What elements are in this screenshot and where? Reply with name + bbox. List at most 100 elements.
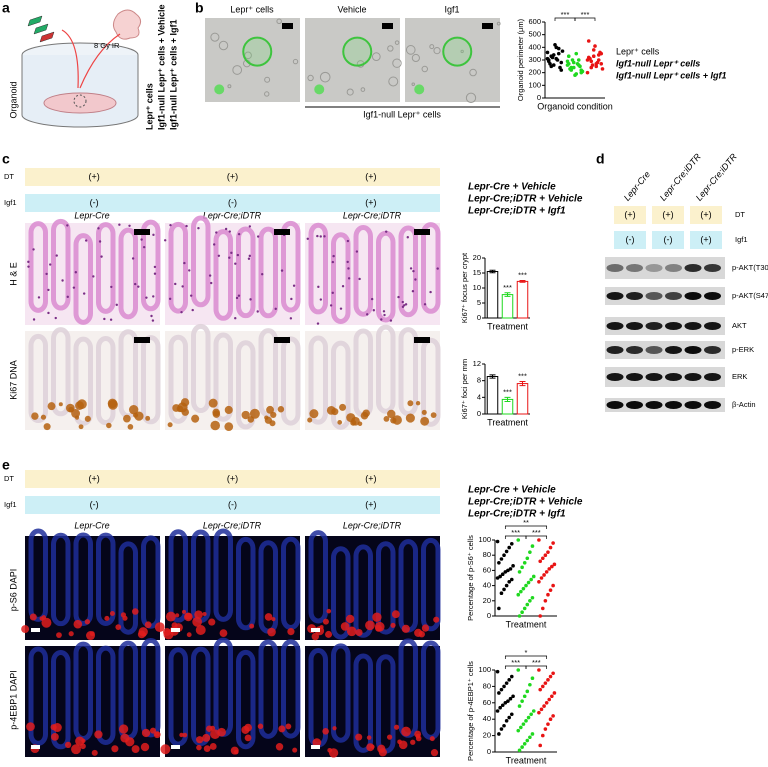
data-dot xyxy=(525,738,530,743)
data-dot xyxy=(537,710,541,715)
villus xyxy=(236,536,256,631)
nucleus xyxy=(341,285,345,288)
data-dot xyxy=(503,570,508,574)
stained-cell xyxy=(387,409,396,419)
nucleus xyxy=(332,254,335,258)
stained-cell xyxy=(405,413,415,423)
data-dot xyxy=(525,556,530,561)
data-dot xyxy=(554,56,559,61)
stained-cell xyxy=(181,609,187,614)
villus xyxy=(191,215,211,308)
sig-label: *** xyxy=(561,10,570,19)
debris xyxy=(264,76,271,83)
stained-cell xyxy=(65,403,75,413)
villus xyxy=(281,536,301,631)
y-tick-label: 40 xyxy=(483,714,491,723)
y-axis-title: Organoid perimeter (μm) xyxy=(516,18,525,101)
stained-cell xyxy=(430,412,437,419)
stained-cell xyxy=(278,725,286,733)
debris xyxy=(496,21,501,26)
nucleus xyxy=(292,284,296,287)
data-dot xyxy=(543,599,548,603)
data-dot xyxy=(500,703,505,708)
stained-cell xyxy=(111,745,119,753)
data-dot xyxy=(509,577,514,582)
image-group: Igf1-null Lepr⁺ cells xyxy=(363,109,441,119)
nucleus xyxy=(183,261,186,265)
debris xyxy=(392,58,402,68)
stained-cell xyxy=(355,628,363,637)
villus xyxy=(51,532,71,627)
band-label: ERK xyxy=(732,372,747,381)
blot-band xyxy=(645,292,663,300)
bar xyxy=(516,280,529,319)
nucleus xyxy=(248,225,252,228)
legend-entry: Lepr-Cre;iDTR + Vehicle xyxy=(468,194,583,205)
blot-band xyxy=(704,373,721,381)
column-title: Lepr-Cre;iDTR xyxy=(203,520,262,530)
nucleus xyxy=(235,296,239,300)
nucleus xyxy=(109,318,113,321)
blot-band xyxy=(684,373,702,381)
data-dot xyxy=(517,704,522,708)
data-dot xyxy=(516,538,521,542)
nucleus xyxy=(174,282,177,286)
debris xyxy=(276,18,282,25)
legend-entry: Lepr-Cre;iDTR + Vehicle xyxy=(468,497,583,508)
data-dot xyxy=(520,699,524,703)
stained-cell xyxy=(415,735,422,742)
nucleus xyxy=(84,239,88,242)
debris xyxy=(433,47,441,55)
stained-cell xyxy=(307,417,313,423)
data-dot xyxy=(525,602,530,607)
condition: (+) xyxy=(624,209,635,219)
data-dot xyxy=(509,674,514,679)
data-dot xyxy=(591,48,596,52)
villus xyxy=(308,222,328,315)
debris xyxy=(371,52,381,62)
villus xyxy=(353,653,373,753)
stained-cell xyxy=(212,410,221,418)
y-tick-label: 0 xyxy=(487,611,491,620)
stained-cell xyxy=(374,621,385,632)
villus xyxy=(96,335,116,426)
blot-band xyxy=(626,292,643,300)
debris xyxy=(394,40,400,45)
debris xyxy=(429,44,435,50)
condition-band xyxy=(25,470,440,488)
condition-band xyxy=(652,231,684,249)
y-tick-label: 0 xyxy=(537,93,541,102)
stained-cell xyxy=(144,621,152,629)
data-dot xyxy=(520,565,524,570)
villus xyxy=(118,227,138,320)
stained-cell xyxy=(277,406,285,413)
stained-cell xyxy=(415,401,421,406)
data-dot xyxy=(516,728,521,733)
stained-cell xyxy=(71,744,81,755)
data-dot xyxy=(573,73,577,77)
nucleus xyxy=(358,277,361,281)
data-dot xyxy=(509,712,514,717)
column-title: Lepr-Cre xyxy=(622,169,652,203)
stained-cell xyxy=(398,740,408,750)
stained-cell xyxy=(345,614,355,624)
scale-bar xyxy=(171,745,180,749)
data-dot xyxy=(591,54,596,58)
data-dot xyxy=(509,542,514,546)
data-dot xyxy=(589,65,594,70)
nucleus xyxy=(140,238,143,241)
villus xyxy=(213,332,233,422)
nucleus xyxy=(237,232,241,236)
nucleus xyxy=(45,272,48,276)
villus xyxy=(28,528,48,622)
panel-label: c xyxy=(2,151,10,167)
nucleus xyxy=(152,233,155,237)
stained-cell xyxy=(365,620,375,631)
stained-cell xyxy=(196,736,204,744)
villus xyxy=(168,334,188,424)
nucleus xyxy=(385,230,388,233)
blot-band xyxy=(665,264,682,272)
data-dot xyxy=(528,682,532,687)
blot-band xyxy=(665,322,682,330)
